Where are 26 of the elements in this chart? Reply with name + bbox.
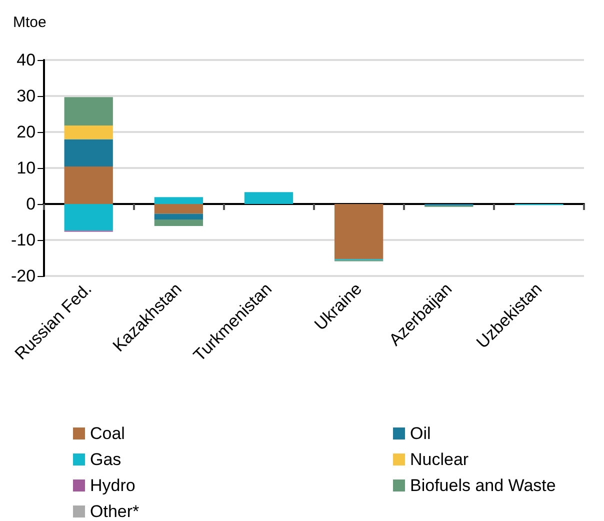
y-tick-label: -10 xyxy=(10,230,36,250)
bar xyxy=(64,97,113,126)
legend-label: Coal xyxy=(90,424,125,443)
bar xyxy=(154,197,203,204)
bar xyxy=(154,219,203,226)
y-tick-label: 0 xyxy=(26,194,36,214)
y-tick-label: 40 xyxy=(16,50,36,70)
y-tick-label: 20 xyxy=(16,122,36,142)
y-axis-title: Mtoe xyxy=(13,14,46,31)
bar xyxy=(64,126,113,140)
bar xyxy=(64,139,113,167)
y-tick-label: 10 xyxy=(16,158,36,178)
legend-label: Biofuels and Waste xyxy=(410,476,556,495)
legend-label: Nuclear xyxy=(410,450,469,469)
bar xyxy=(334,204,384,260)
bar xyxy=(154,204,203,214)
legend-label: Other* xyxy=(90,502,140,521)
bar xyxy=(244,192,294,204)
bar xyxy=(64,166,113,204)
y-tick-label: 30 xyxy=(16,86,36,106)
legend-label: Oil xyxy=(410,424,431,443)
legend-label: Hydro xyxy=(90,476,136,495)
legend-label: Gas xyxy=(90,450,122,469)
y-tick-label: -20 xyxy=(10,266,36,286)
bar xyxy=(154,214,203,220)
bar xyxy=(64,204,113,231)
